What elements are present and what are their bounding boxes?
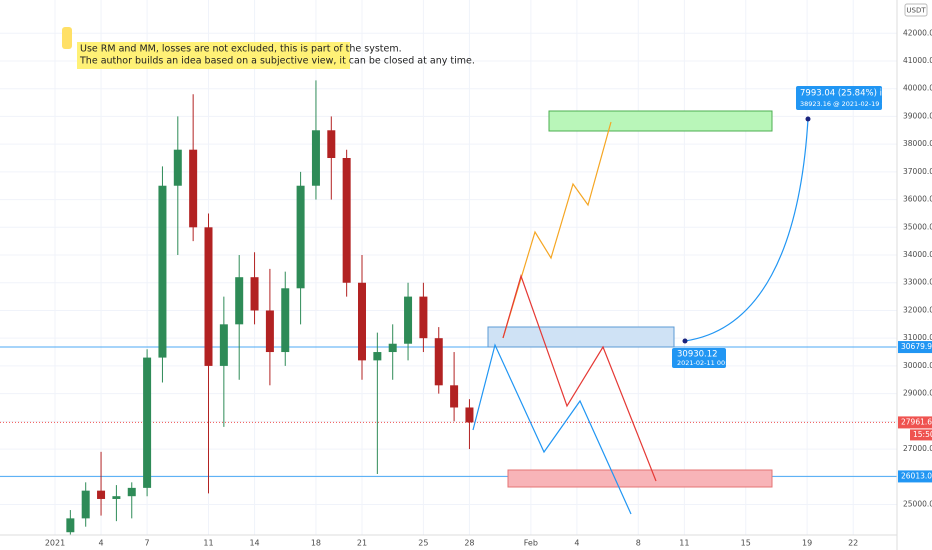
candle-body — [327, 130, 336, 159]
candle-body — [388, 343, 397, 353]
drawings: 30930.12 2021-02-11 00:00 7993.04 (25.84… — [62, 27, 901, 515]
x-tick-label: 21 — [357, 539, 367, 548]
candle-body — [66, 518, 75, 533]
price-tag — [898, 470, 932, 483]
candle-body — [342, 158, 351, 283]
label-box — [672, 348, 726, 368]
candle-body — [296, 185, 305, 289]
candle-body — [265, 310, 274, 353]
currency-box — [904, 3, 928, 17]
candle-body — [158, 185, 167, 358]
entry-zone — [487, 326, 675, 348]
x-tick-label: 2021 — [45, 539, 65, 548]
x-tick-label: Feb — [524, 539, 538, 548]
candle-body — [358, 282, 366, 361]
bull-path — [502, 121, 612, 339]
y-tick-label: 42000.00 — [903, 28, 932, 37]
candle-body — [173, 149, 182, 186]
price-lines — [0, 346, 897, 477]
grid — [0, 0, 897, 535]
x-tick-label: 4 — [99, 539, 104, 548]
y-tick-label: 37000.00 — [903, 167, 932, 176]
y-tick-label: 31000.00 — [903, 333, 932, 342]
price-tag-label: 27961.61 — [901, 417, 932, 426]
candle-body — [127, 487, 136, 497]
y-tick-label: 25000.00 — [903, 500, 932, 509]
point — [805, 116, 811, 122]
time-tag-label: 15:50 — [913, 430, 932, 439]
y-tick-label: 39000.00 — [903, 111, 932, 120]
note-icon — [62, 27, 72, 49]
projection-curve — [684, 118, 809, 342]
annotation-subtitle: 38923.16 @ 2021-02-19 00:00 — [800, 100, 900, 108]
x-tick-label: 8 — [636, 539, 641, 548]
candle-body — [450, 385, 459, 408]
candle-body — [204, 227, 213, 366]
y-tick-label: 41000.00 — [903, 56, 932, 65]
x-tick-label: 22 — [848, 539, 858, 548]
candle-body — [373, 352, 382, 361]
candle-body — [465, 407, 474, 423]
note-box — [77, 42, 350, 69]
candle-body — [112, 496, 121, 499]
price-tag — [898, 341, 932, 354]
note-text: Use RM and MM, losses are not excluded, … — [80, 44, 402, 55]
annotation-subtitle: 2021-02-11 00:00 — [677, 359, 736, 367]
x-tick-label: 4 — [574, 539, 579, 548]
y-tick-label: 27000.00 — [903, 444, 932, 453]
x-tick-label: 18 — [311, 539, 321, 548]
point — [682, 338, 688, 344]
candle-body — [219, 324, 228, 366]
annotation-title: 7993.04 (25.84%) in 8d — [800, 89, 901, 99]
x-tick-label: 25 — [418, 539, 428, 548]
currency: USDT — [906, 7, 926, 15]
candle-body — [419, 296, 428, 339]
candle-body — [434, 338, 443, 386]
x-tick-label: 15 — [741, 539, 751, 548]
bear-path — [502, 274, 657, 482]
target-zone — [548, 110, 773, 132]
x-tick-label: 28 — [464, 539, 474, 548]
y-tick-label: 40000.00 — [903, 84, 932, 93]
candles — [66, 80, 474, 535]
y-tick-label: 35000.00 — [903, 222, 932, 231]
x-tick-label: 7 — [145, 539, 150, 548]
annotation-title: 30930.12 — [677, 350, 718, 360]
price-tag-label: 26013.00 — [901, 471, 932, 480]
risk-zone — [507, 469, 773, 488]
y-tick-label: 29000.00 — [903, 389, 932, 398]
x-tick-label: 11 — [203, 539, 213, 548]
y-tick-label: 32000.00 — [903, 305, 932, 314]
note-text: The author builds an idea based on a sub… — [79, 56, 475, 67]
price-tag — [898, 416, 932, 429]
candle-body — [189, 149, 198, 228]
y-tick-label: 34000.00 — [903, 250, 932, 259]
x-tick-label: 14 — [249, 539, 259, 548]
candle-body — [250, 277, 259, 311]
time-tag — [910, 429, 932, 441]
axis-labels: 25000.0026000.0027000.0028000.0029000.00… — [45, 28, 932, 548]
candle-body — [81, 490, 90, 519]
label-box — [796, 86, 882, 110]
candle-body — [281, 288, 290, 353]
x-tick-label: 11 — [679, 539, 689, 548]
candle-body — [143, 357, 152, 488]
candle-body — [235, 277, 244, 325]
y-tick-label: 38000.00 — [903, 139, 932, 148]
y-tick-label: 30000.00 — [903, 361, 932, 370]
candle-body — [404, 296, 413, 344]
y-tick-label: 33000.00 — [903, 278, 932, 287]
x-tick-label: 19 — [802, 539, 812, 548]
candle-body — [97, 490, 106, 499]
price-tag-label: 30679.98 — [901, 342, 932, 351]
candle-body — [311, 130, 320, 186]
y-tick-label: 36000.00 — [903, 195, 932, 204]
drop-path — [472, 343, 632, 515]
